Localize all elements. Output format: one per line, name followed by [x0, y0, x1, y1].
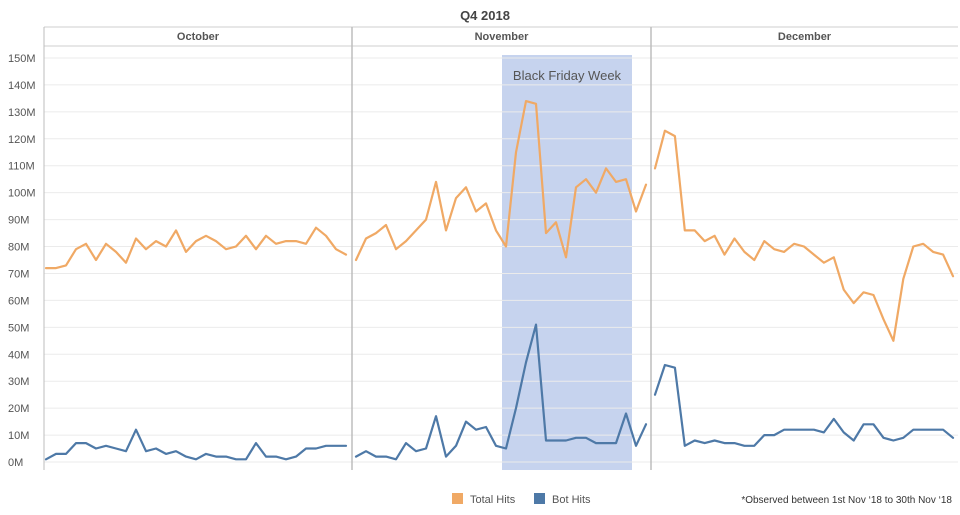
month-header-october: October	[177, 31, 220, 43]
chart-title: Q4 2018	[460, 8, 510, 23]
series-line-total-hits-november	[354, 99, 648, 262]
y-tick-label: 130M	[8, 107, 36, 119]
y-tick-label: 110M	[8, 161, 35, 173]
series-line-bot-hits-november	[354, 323, 648, 461]
y-tick-label: 0M	[8, 457, 23, 469]
legend-swatch-bot-hits	[534, 493, 545, 504]
series-line-total-hits-december	[653, 129, 955, 342]
legend: Total Hits Bot Hits	[452, 493, 591, 506]
y-tick-label: 10M	[8, 430, 29, 442]
legend-label-total-hits: Total Hits	[470, 494, 516, 506]
y-tick-label: 20M	[8, 403, 29, 415]
series-line-bot-hits-december	[653, 363, 955, 447]
y-tick-label: 140M	[8, 80, 36, 92]
chart-background-layer: Black Friday Week	[502, 55, 632, 470]
y-tick-label: 120M	[8, 134, 36, 146]
y-tick-label: 90M	[8, 215, 29, 227]
series-line-bot-hits-october	[44, 428, 348, 461]
series-line-total-hits-october	[44, 226, 348, 270]
legend-label-bot-hits: Bot Hits	[552, 494, 591, 506]
y-tick-label: 30M	[8, 376, 29, 388]
y-tick-label: 70M	[8, 268, 29, 280]
footnote: *Observed between 1st Nov ‘18 to 30th No…	[741, 495, 952, 506]
y-tick-label: 100M	[8, 188, 36, 200]
month-headers: October November December	[43, 26, 958, 470]
highlight-band	[502, 55, 632, 470]
y-tick-label: 80M	[8, 242, 29, 254]
highlight-label: Black Friday Week	[513, 68, 622, 83]
legend-swatch-total-hits	[452, 493, 463, 504]
y-tick-label: 150M	[8, 53, 36, 65]
y-tick-label: 50M	[8, 322, 29, 334]
series-lines	[44, 99, 955, 461]
y-tick-label: 40M	[8, 349, 29, 361]
y-axis: 0M 10M 20M 30M 40M 50M 60M 70M 80M 90M 100M 110M 120…	[8, 53, 36, 469]
month-header-december: December	[778, 31, 832, 43]
month-header-november: November	[475, 31, 530, 43]
y-tick-label: 60M	[8, 295, 29, 307]
